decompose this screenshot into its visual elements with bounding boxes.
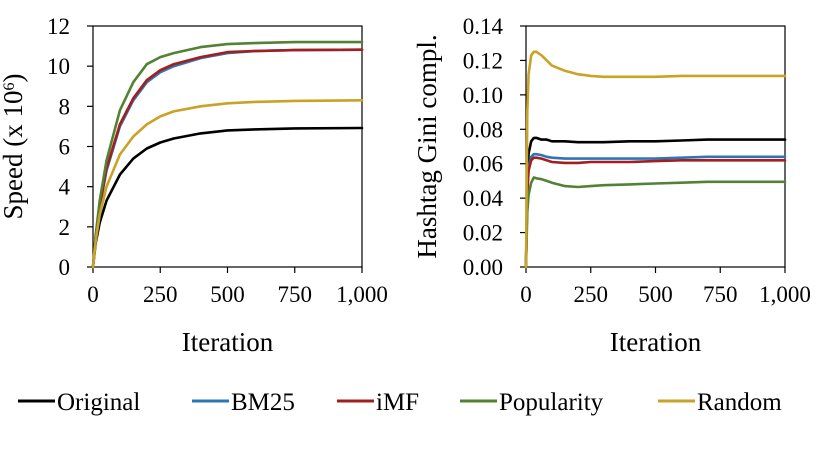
x-axis-title: Iteration <box>182 327 274 357</box>
y-tick-label: 4 <box>59 175 71 200</box>
speed-chart: 0 2 4 6 8 10 12 0 250 500 750 1,000 Iteration Speed (… <box>0 14 388 357</box>
legend-label-original: Original <box>57 389 140 416</box>
y-tick-label: 2 <box>59 215 71 240</box>
legend-label-popularity: Popularity <box>499 389 604 416</box>
y-tick-label: 12 <box>47 14 70 39</box>
y-tick-label: 0.12 <box>463 48 503 73</box>
legend-label-bm25: BM25 <box>231 389 295 416</box>
x-tick-label: 750 <box>703 282 738 307</box>
series-line-original <box>91 126 364 269</box>
y-tick-label: 0.14 <box>463 14 504 39</box>
x-tick-label: 250 <box>574 282 609 307</box>
series-line-random <box>91 99 364 269</box>
y-tick-label: 0.10 <box>463 83 503 108</box>
x-axis-title: Iteration <box>610 327 702 357</box>
series-line-random <box>524 50 787 269</box>
y-tick-label: 6 <box>59 135 71 160</box>
x-tick-label: 1,000 <box>759 282 811 307</box>
y-tick-label: 8 <box>59 94 71 119</box>
y-axis-title-superscript: 6 <box>1 83 18 91</box>
series-line-imf <box>524 156 787 269</box>
legend: Original BM25 iMF Popularity Random <box>18 389 782 416</box>
gini-chart: 0.00 0.02 0.04 0.06 0.08 0.10 0.12 0.14 0 250 500 7… <box>412 14 811 357</box>
legend-label-imf: iMF <box>376 389 419 416</box>
y-tick-label: 0.08 <box>463 117 503 142</box>
y-tick-label: 0.06 <box>463 152 503 177</box>
plot-frame <box>92 25 363 268</box>
x-tick-label: 250 <box>143 282 178 307</box>
y-tick-label: 10 <box>47 54 70 79</box>
x-tick-label: 750 <box>278 282 313 307</box>
x-tick-label: 500 <box>638 282 673 307</box>
series-line-popularity <box>524 176 787 269</box>
plot-frame <box>525 25 786 268</box>
y-tick-label: 0.02 <box>463 221 503 246</box>
x-tick-label: 500 <box>210 282 245 307</box>
series-line-original <box>524 136 787 269</box>
x-tick-label: 1,000 <box>336 282 388 307</box>
y-tick-label: 0.04 <box>463 186 504 211</box>
x-tick-label: 0 <box>87 282 99 307</box>
y-tick-label: 0 <box>59 255 71 280</box>
legend-label-random: Random <box>697 389 782 416</box>
y-tick-label: 0.00 <box>463 255 503 280</box>
series-line-popularity <box>91 40 364 269</box>
y-axis-title: Hashtag Gini compl. <box>412 34 442 258</box>
x-tick-label: 0 <box>520 282 532 307</box>
series-line-bm25 <box>524 152 787 269</box>
y-axis-title: Speed (x 106) <box>0 74 28 220</box>
